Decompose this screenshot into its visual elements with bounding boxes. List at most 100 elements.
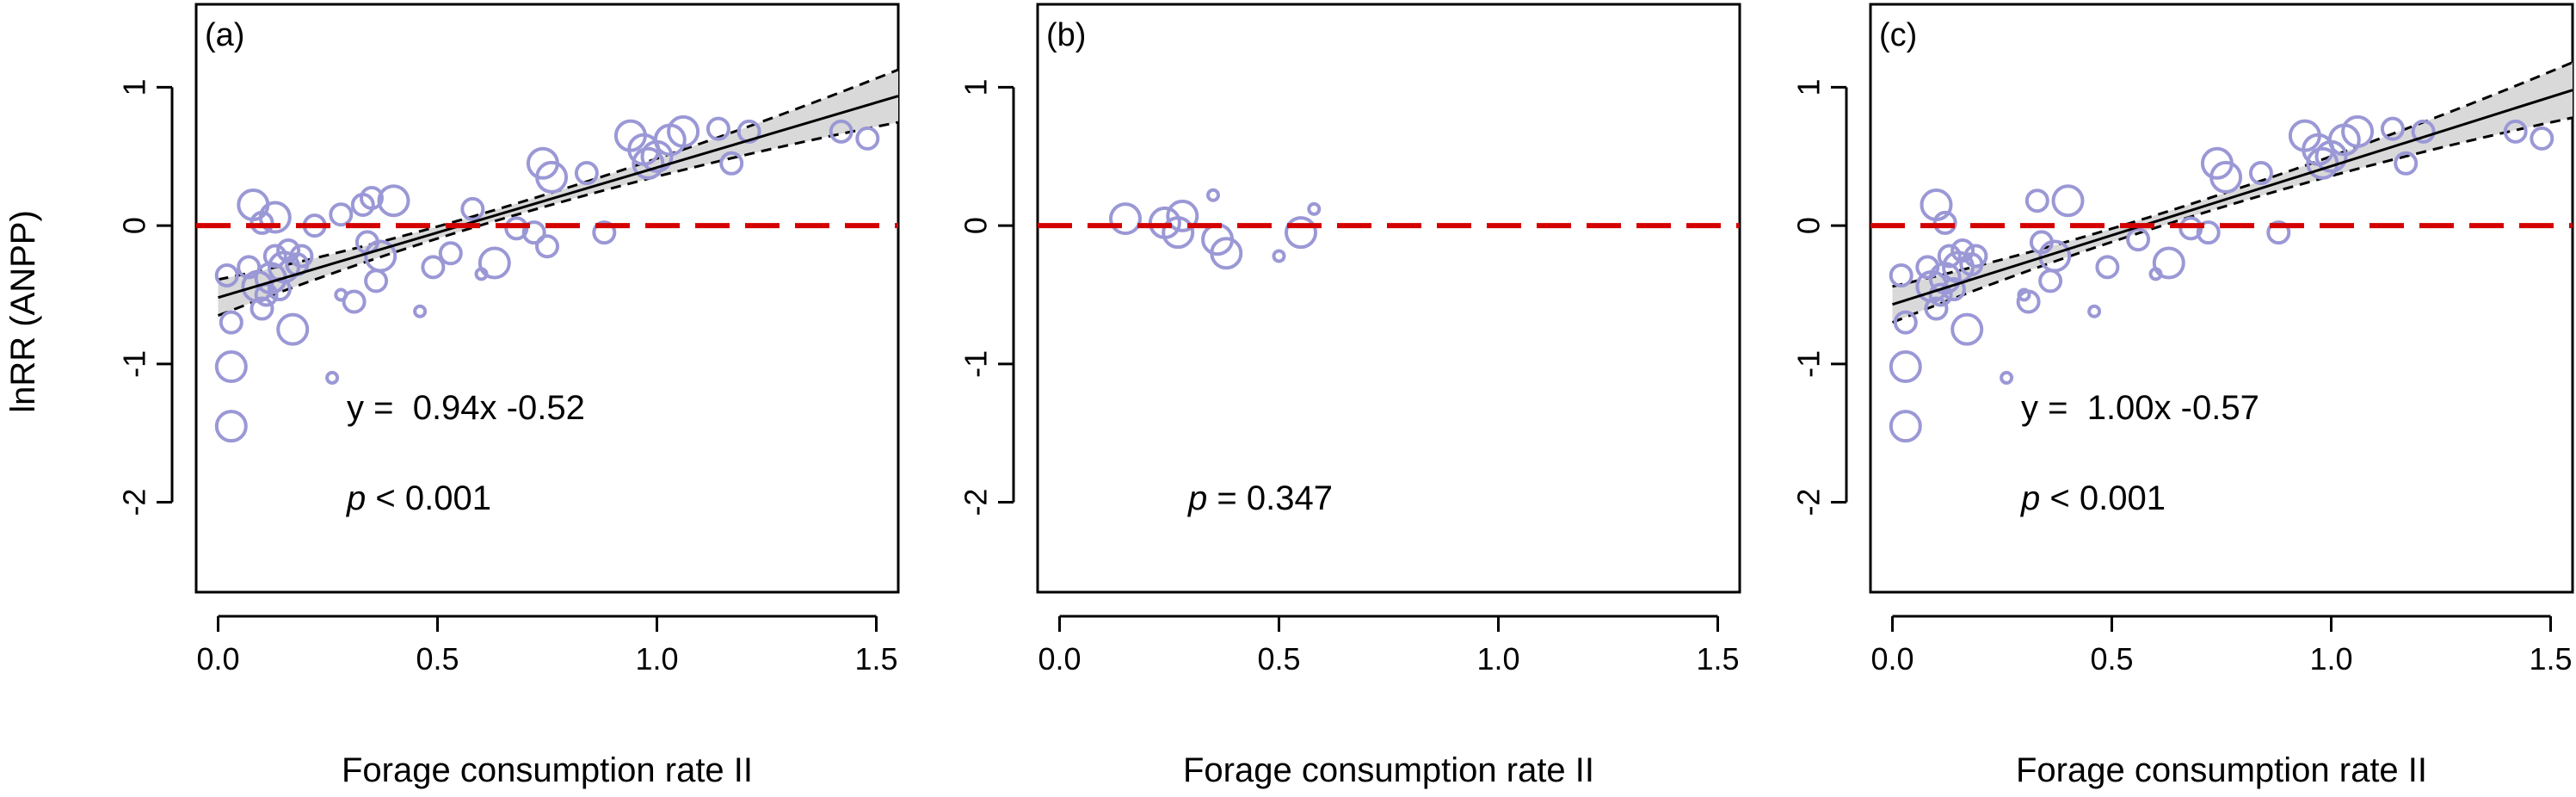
data-point xyxy=(377,184,410,218)
y-tick-label: -1 xyxy=(117,350,152,378)
ci-lower-line xyxy=(217,120,899,317)
data-point xyxy=(2196,220,2221,245)
x-tick-label: 0.0 xyxy=(1038,641,1081,677)
data-point xyxy=(2000,370,2014,385)
data-point xyxy=(1889,350,1922,384)
x-tick-label: 1.0 xyxy=(635,641,678,677)
data-point xyxy=(1928,282,1953,307)
data-point xyxy=(250,296,274,321)
data-point xyxy=(2394,151,2419,176)
data-point xyxy=(2126,227,2151,252)
x-tick-label: 1.0 xyxy=(1476,641,1519,677)
plot-frame xyxy=(1036,3,1741,594)
data-point xyxy=(438,241,463,266)
data-point xyxy=(2266,220,2291,245)
data-point xyxy=(342,289,367,314)
y-tick-label: 0 xyxy=(958,217,994,234)
data-point xyxy=(364,239,397,273)
data-point xyxy=(421,255,446,280)
x-axis-title: Forage consumption rate II xyxy=(2016,751,2427,789)
data-point xyxy=(1162,216,1195,250)
data-point xyxy=(219,310,243,335)
data-point xyxy=(364,269,389,293)
data-point xyxy=(2341,114,2375,148)
data-point xyxy=(1893,310,1918,335)
data-point xyxy=(535,160,569,194)
data-point xyxy=(2530,126,2554,151)
data-point xyxy=(1932,210,1957,235)
panel-label: (a) xyxy=(205,17,244,53)
data-point xyxy=(2038,239,2072,273)
data-point xyxy=(478,246,511,280)
x-tick-label: 0.5 xyxy=(2090,641,2133,677)
data-point xyxy=(504,216,529,241)
x-axis-title: Forage consumption rate II xyxy=(342,751,753,789)
data-point xyxy=(855,126,880,151)
data-point xyxy=(258,201,292,234)
x-tick-label: 1.5 xyxy=(854,641,897,677)
data-point xyxy=(1210,237,1243,270)
regression-equation: y = 1.00x -0.57 xyxy=(2021,389,2259,427)
panel-label: (b) xyxy=(1046,17,1086,53)
y-tick-label: 1 xyxy=(1791,78,1827,96)
data-point xyxy=(1166,199,1199,232)
data-point xyxy=(521,220,546,245)
data-point xyxy=(1307,201,1322,216)
ci-lower-line xyxy=(1891,116,2573,324)
data-point xyxy=(214,263,239,287)
x-tick-label: 1.0 xyxy=(2309,641,2352,677)
data-point xyxy=(632,146,665,180)
data-point xyxy=(325,370,340,385)
data-point xyxy=(1889,263,1914,287)
data-point xyxy=(276,312,310,346)
y-tick-label: -2 xyxy=(958,489,994,516)
data-point xyxy=(1206,188,1220,202)
x-tick-label: 0.5 xyxy=(416,641,459,677)
data-point xyxy=(736,119,761,144)
data-point xyxy=(460,196,485,221)
y-tick-label: -1 xyxy=(1791,350,1827,378)
data-point xyxy=(2209,160,2243,194)
y-tick-label: 1 xyxy=(117,78,152,96)
y-tick-label: 0 xyxy=(117,217,152,234)
data-point xyxy=(262,244,287,269)
y-tick-label: -2 xyxy=(1791,489,1827,516)
p-value: p = 0.347 xyxy=(1187,479,1333,517)
data-point xyxy=(1109,202,1142,236)
x-axis-title: Forage consumption rate II xyxy=(1183,751,1594,789)
regression-equation: y = 0.94x -0.52 xyxy=(347,389,585,427)
panel-a: 0.0 0.5 1.0 1.5 -2 -1 0 1 Forage consumption rat… xyxy=(117,3,900,789)
panel-label: (c) xyxy=(1879,17,1917,53)
data-point xyxy=(1963,244,1988,269)
y-tick-label: 1 xyxy=(958,78,994,96)
data-point xyxy=(667,114,700,148)
data-point xyxy=(535,234,559,259)
y-axis-title: lnRR (ANPP) xyxy=(4,210,42,413)
ci-upper-line xyxy=(1892,61,2573,288)
panel-b: 0.0 0.5 1.0 1.5 -2 -1 0 1 Forage consumption rat… xyxy=(958,3,1741,789)
data-point xyxy=(329,202,354,227)
x-tick-label: 0.0 xyxy=(1870,641,1914,677)
x-tick-label: 1.5 xyxy=(1696,641,1739,677)
y-tick-label: -1 xyxy=(958,350,994,378)
data-point xyxy=(214,350,248,384)
data-point xyxy=(574,161,599,186)
data-point xyxy=(2016,289,2041,314)
data-point xyxy=(2503,119,2528,144)
panel-c: 0.0 0.5 1.0 1.5 -2 -1 0 1 Forage consumption rat… xyxy=(1791,3,2574,789)
data-point xyxy=(2038,269,2063,293)
data-point xyxy=(719,151,744,176)
data-point xyxy=(592,220,617,245)
data-point xyxy=(706,116,730,141)
data-point xyxy=(2152,246,2185,280)
p-value: p < 0.001 xyxy=(2020,479,2166,517)
data-point xyxy=(2024,188,2049,213)
data-point xyxy=(2380,116,2405,141)
data-point xyxy=(413,304,428,318)
data-point xyxy=(1924,296,1949,321)
y-tick-label: 0 xyxy=(1791,217,1827,234)
data-point xyxy=(2248,161,2273,186)
data-point xyxy=(829,119,854,144)
data-point xyxy=(1937,244,1962,269)
